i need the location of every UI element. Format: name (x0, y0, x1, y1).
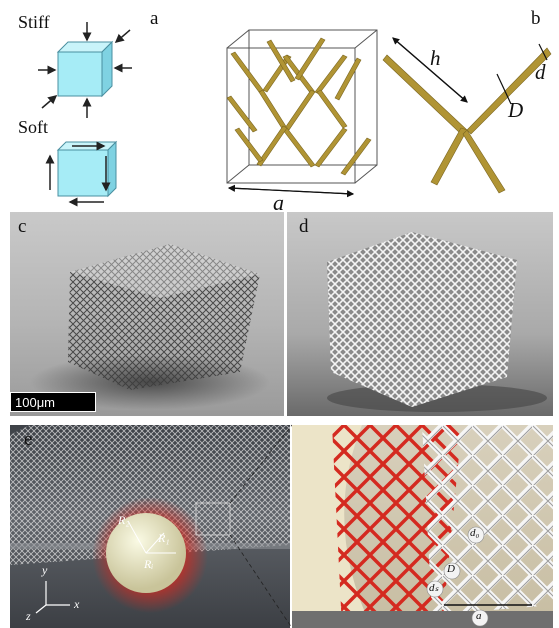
stiff-label: Stiff (18, 12, 50, 32)
unit-cell-diagram (226, 29, 552, 198)
scale-bar: 100μm (10, 392, 96, 412)
panel-b: b (175, 0, 559, 210)
node-struts (382, 47, 552, 194)
ri-label: Rᵢ (144, 557, 154, 571)
lattice-struts (226, 37, 372, 176)
stiff-cube (38, 22, 132, 118)
cube-diagrams (38, 22, 132, 207)
soft-cube (45, 140, 118, 207)
panel-b-label: b (531, 8, 541, 29)
panel-e-left: e R₂ R₁ Rᵢ y z x (10, 425, 290, 628)
dim-d-tick (538, 43, 548, 61)
d0-label: d₀ (470, 527, 480, 539)
panel-a: a Stiff Soft (0, 0, 175, 210)
panel-a-label: a (150, 8, 159, 29)
a-marker (471, 609, 489, 627)
sem-lattice-image (30, 244, 270, 410)
panel-e-label: e (24, 429, 33, 450)
dim-h-label: h (430, 46, 441, 70)
panel-e-right: d₀ D dₛ a (292, 425, 553, 628)
D-marker (443, 562, 461, 580)
zoomed-lattice-render (292, 425, 553, 628)
panel-c-label: c (18, 216, 27, 237)
sphere-indentation-sim (10, 425, 290, 614)
unit-cell-box (226, 29, 378, 184)
axis-z-label: z (26, 609, 31, 623)
d0-marker (467, 526, 485, 544)
panel-c: c (10, 212, 284, 416)
a-label: a (476, 610, 482, 622)
ds-marker (426, 580, 444, 598)
panel-d: d (287, 212, 553, 416)
axis-y-label: y (42, 563, 48, 577)
r1-label: R₁ (158, 531, 170, 545)
dim-D-label: D (508, 98, 524, 122)
printed-lattice-photo (327, 232, 547, 412)
D-label: D (447, 563, 455, 575)
axis-triad (35, 581, 70, 614)
ds-label: dₛ (429, 582, 439, 594)
dim-a-label: a (273, 190, 284, 210)
dim-d-label: d (535, 60, 546, 84)
r2-label: R₂ (118, 513, 130, 527)
panel-d-label: d (299, 216, 309, 237)
soft-label: Soft (18, 117, 49, 137)
axis-x-label: x (74, 597, 80, 611)
dim-D-tick (496, 73, 512, 105)
